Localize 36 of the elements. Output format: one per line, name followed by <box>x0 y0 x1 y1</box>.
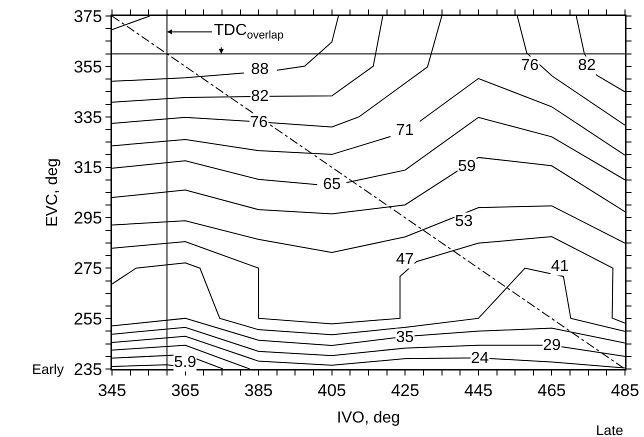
x-tick-label: 425 <box>390 380 420 400</box>
y-axis-title: EVC, deg <box>44 158 61 227</box>
y-tick-label: 335 <box>74 108 102 127</box>
text: Late <box>596 422 624 437</box>
ref-line-label: TDC$_{overlap}$ <box>214 22 284 42</box>
annotation: 35 <box>396 329 414 346</box>
x-tick-label: 365 <box>171 380 200 400</box>
annotation: 65 <box>323 176 341 193</box>
annotation: 29 <box>543 337 561 354</box>
annotation: 71 <box>396 122 414 139</box>
annotation: 41 <box>551 258 569 275</box>
x-axis-title: IVO, deg <box>336 409 400 426</box>
y-tick-label: 275 <box>74 259 102 278</box>
x-tick-label: 405 <box>318 380 346 400</box>
y-tick-label: 295 <box>74 208 102 228</box>
x-tick-label: 385 <box>244 380 273 400</box>
x-tick-label: 345 <box>98 380 126 400</box>
y-tick-label: 315 <box>74 158 102 178</box>
x-tick-label: 465 <box>538 380 566 400</box>
y-tick-label: 375 <box>74 6 102 26</box>
annotation: 24 <box>471 350 489 367</box>
annotation: 47 <box>396 251 414 268</box>
annotation: 88 <box>251 61 269 78</box>
annotation: 76 <box>521 57 539 74</box>
y-tick-label: 255 <box>74 310 102 329</box>
text: Early <box>32 361 64 377</box>
annotation: 59 <box>458 158 476 175</box>
annotation: 5.9 <box>174 354 196 371</box>
annotation: 76 <box>250 114 268 131</box>
annotation: 82 <box>578 57 596 74</box>
x-tick-label: 445 <box>464 380 493 400</box>
y-tick-label: 355 <box>74 57 102 76</box>
annotation: 53 <box>455 213 473 230</box>
x-tick-label: 485 <box>610 380 640 400</box>
annotation: 82 <box>251 88 269 105</box>
y-tick-label: 235 <box>74 360 102 379</box>
